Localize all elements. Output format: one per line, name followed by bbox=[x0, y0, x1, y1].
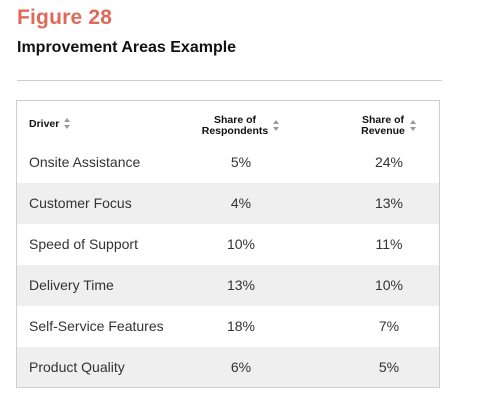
driver-cell: Speed of Support bbox=[29, 236, 138, 252]
column-header-respondents-line1: Share of bbox=[213, 114, 256, 126]
column-header-respondents[interactable]: Share of Respondents bbox=[197, 115, 285, 137]
sort-arrows-icon[interactable] bbox=[273, 120, 280, 132]
column-header-respondents-label: Share of Respondents bbox=[202, 115, 269, 137]
revenue-cell: 24% bbox=[374, 154, 404, 170]
column-header-driver[interactable]: Driver bbox=[29, 118, 71, 130]
table-row: Onsite Assistance 5% 24% bbox=[17, 142, 439, 183]
respondents-cell: 13% bbox=[226, 277, 256, 293]
driver-cell: Onsite Assistance bbox=[29, 154, 141, 170]
sort-arrows-icon[interactable] bbox=[64, 118, 71, 130]
table-row: Delivery Time 13% 10% bbox=[17, 265, 439, 306]
table-row: Customer Focus 4% 13% bbox=[17, 183, 439, 224]
respondents-cell: 10% bbox=[226, 236, 256, 252]
revenue-cell: 11% bbox=[375, 236, 403, 252]
divider bbox=[17, 80, 442, 81]
table-header: Driver Share of Respondents Share of Rev… bbox=[17, 101, 439, 145]
table-row: Self-Service Features 18% 7% bbox=[17, 306, 439, 347]
column-header-revenue[interactable]: Share of Revenue bbox=[349, 115, 429, 137]
revenue-cell: 5% bbox=[378, 359, 400, 375]
revenue-cell: 13% bbox=[374, 195, 404, 211]
column-header-revenue-line2: Revenue bbox=[361, 125, 405, 137]
data-table: Driver Share of Respondents Share of Rev… bbox=[16, 100, 440, 388]
column-header-revenue-label: Share of Revenue bbox=[361, 115, 405, 137]
column-header-respondents-line2: Respondents bbox=[201, 125, 269, 137]
column-header-revenue-line1: Share of bbox=[361, 114, 404, 126]
figure-title: Improvement Areas Example bbox=[17, 39, 237, 56]
column-header-driver-label: Driver bbox=[29, 117, 60, 130]
revenue-cell: 10% bbox=[374, 277, 404, 293]
driver-cell: Delivery Time bbox=[29, 277, 114, 293]
driver-cell: Product Quality bbox=[29, 359, 125, 375]
figure-label: Figure 28 bbox=[17, 6, 113, 29]
respondents-cell: 5% bbox=[230, 154, 252, 170]
table-row: Speed of Support 10% 11% bbox=[17, 224, 439, 265]
sort-arrows-icon[interactable] bbox=[409, 120, 417, 132]
respondents-cell: 6% bbox=[230, 359, 252, 375]
revenue-cell: 7% bbox=[378, 318, 400, 334]
driver-cell: Self-Service Features bbox=[29, 318, 164, 334]
table-row: Product Quality 6% 5% bbox=[17, 347, 439, 387]
driver-cell: Customer Focus bbox=[29, 195, 132, 211]
respondents-cell: 4% bbox=[230, 195, 252, 211]
respondents-cell: 18% bbox=[226, 318, 256, 334]
